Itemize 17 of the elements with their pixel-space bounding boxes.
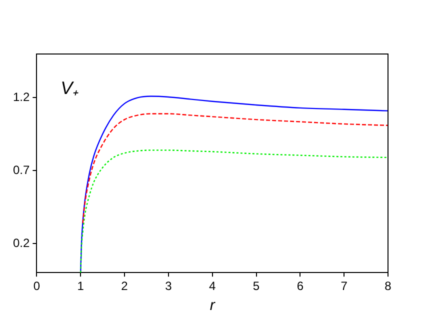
x-tick-label: 3 bbox=[165, 279, 172, 294]
line-series bbox=[82, 113, 388, 224]
x-tick-label: 8 bbox=[384, 279, 392, 294]
x-axis-title: r bbox=[210, 297, 216, 314]
x-tick-label: 2 bbox=[121, 279, 128, 294]
x-tick-label: 0 bbox=[33, 279, 40, 294]
y-tick-label: 0.2 bbox=[12, 236, 30, 250]
line-series bbox=[80, 96, 388, 273]
annotation: V₊ bbox=[60, 78, 79, 98]
x-tick-label: 1 bbox=[77, 279, 84, 294]
y-tick-label: 1.2 bbox=[12, 90, 30, 104]
line-series bbox=[80, 150, 388, 273]
x-tick-label: 6 bbox=[296, 279, 304, 294]
x-tick-label: 4 bbox=[208, 279, 216, 294]
y-tick-label: 0.7 bbox=[12, 162, 30, 177]
x-tick-label: 5 bbox=[252, 279, 260, 294]
x-tick-label: 7 bbox=[340, 279, 348, 294]
